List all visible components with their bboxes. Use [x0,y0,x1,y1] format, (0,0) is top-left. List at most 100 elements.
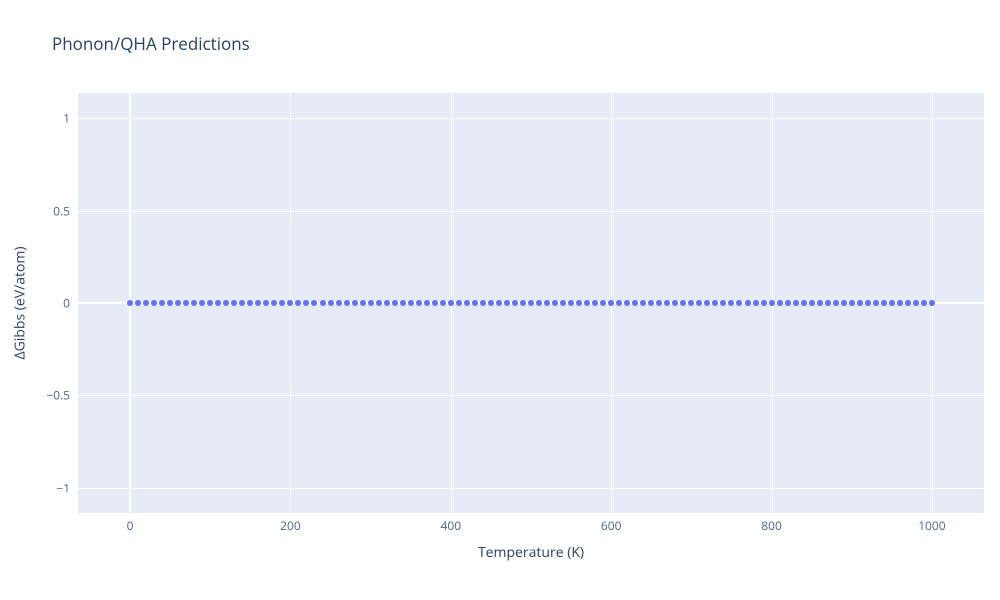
data-point[interactable] [640,300,646,306]
data-point[interactable] [728,300,734,306]
data-point[interactable] [199,300,205,306]
data-point[interactable] [127,300,133,306]
data-point[interactable] [576,300,582,306]
data-point[interactable] [416,300,422,306]
data-point[interactable] [560,300,566,306]
data-point[interactable] [440,300,446,306]
data-point[interactable] [191,300,197,306]
data-point[interactable] [664,300,670,306]
data-point[interactable] [159,300,165,306]
data-point[interactable] [328,300,334,306]
data-point[interactable] [295,300,301,306]
data-point[interactable] [376,300,382,306]
data-point[interactable] [504,300,510,306]
data-point[interactable] [360,300,366,306]
data-point[interactable] [841,300,847,306]
data-point[interactable] [432,300,438,306]
data-point[interactable] [632,300,638,306]
data-point[interactable] [857,300,863,306]
data-point[interactable] [231,300,237,306]
data-point[interactable] [736,300,742,306]
data-point[interactable] [600,300,606,306]
data-point[interactable] [552,300,558,306]
data-point[interactable] [151,300,157,306]
data-point[interactable] [135,300,141,306]
data-point[interactable] [817,300,823,306]
data-point[interactable] [769,300,775,306]
data-point[interactable] [223,300,229,306]
data-point[interactable] [336,300,342,306]
data-point[interactable] [544,300,550,306]
data-point[interactable] [143,300,149,306]
data-point[interactable] [311,300,317,306]
data-point[interactable] [392,300,398,306]
data-point[interactable] [929,300,935,306]
data-point[interactable] [464,300,470,306]
data-point[interactable] [913,300,919,306]
data-point[interactable] [873,300,879,306]
plot-area[interactable] [78,93,984,513]
data-point[interactable] [480,300,486,306]
data-point[interactable] [833,300,839,306]
data-point[interactable] [279,300,285,306]
data-point[interactable] [897,300,903,306]
data-point[interactable] [608,300,614,306]
data-point[interactable] [472,300,478,306]
data-point[interactable] [761,300,767,306]
data-point[interactable] [688,300,694,306]
data-point[interactable] [424,300,430,306]
data-point[interactable] [344,300,350,306]
data-point[interactable] [400,300,406,306]
data-point[interactable] [825,300,831,306]
data-point[interactable] [889,300,895,306]
data-point[interactable] [320,300,326,306]
data-point[interactable] [167,300,173,306]
data-point[interactable] [207,300,213,306]
data-point[interactable] [287,300,293,306]
data-point[interactable] [568,300,574,306]
data-point[interactable] [263,300,269,306]
data-point[interactable] [584,300,590,306]
data-point[interactable] [680,300,686,306]
data-point[interactable] [785,300,791,306]
data-point[interactable] [512,300,518,306]
data-point[interactable] [905,300,911,306]
data-point[interactable] [536,300,542,306]
data-point[interactable] [793,300,799,306]
data-point[interactable] [656,300,662,306]
data-point[interactable] [448,300,454,306]
data-point[interactable] [648,300,654,306]
data-point[interactable] [183,300,189,306]
data-point[interactable] [865,300,871,306]
data-point[interactable] [520,300,526,306]
data-point[interactable] [488,300,494,306]
data-point[interactable] [720,300,726,306]
data-point[interactable] [408,300,414,306]
data-point[interactable] [215,300,221,306]
data-point[interactable] [247,300,253,306]
data-point[interactable] [175,300,181,306]
data-point[interactable] [352,300,358,306]
data-point[interactable] [809,300,815,306]
data-point[interactable] [528,300,534,306]
data-point[interactable] [753,300,759,306]
data-point[interactable] [384,300,390,306]
data-point[interactable] [592,300,598,306]
data-point[interactable] [777,300,783,306]
data-point[interactable] [801,300,807,306]
data-point[interactable] [712,300,718,306]
data-point[interactable] [672,300,678,306]
data-point[interactable] [921,300,927,306]
data-point[interactable] [456,300,462,306]
data-point[interactable] [745,300,751,306]
data-point[interactable] [271,300,277,306]
data-point[interactable] [239,300,245,306]
data-point[interactable] [704,300,710,306]
data-point[interactable] [696,300,702,306]
data-point[interactable] [881,300,887,306]
data-point[interactable] [255,300,261,306]
data-point[interactable] [624,300,630,306]
data-point[interactable] [496,300,502,306]
data-point[interactable] [368,300,374,306]
data-point[interactable] [616,300,622,306]
